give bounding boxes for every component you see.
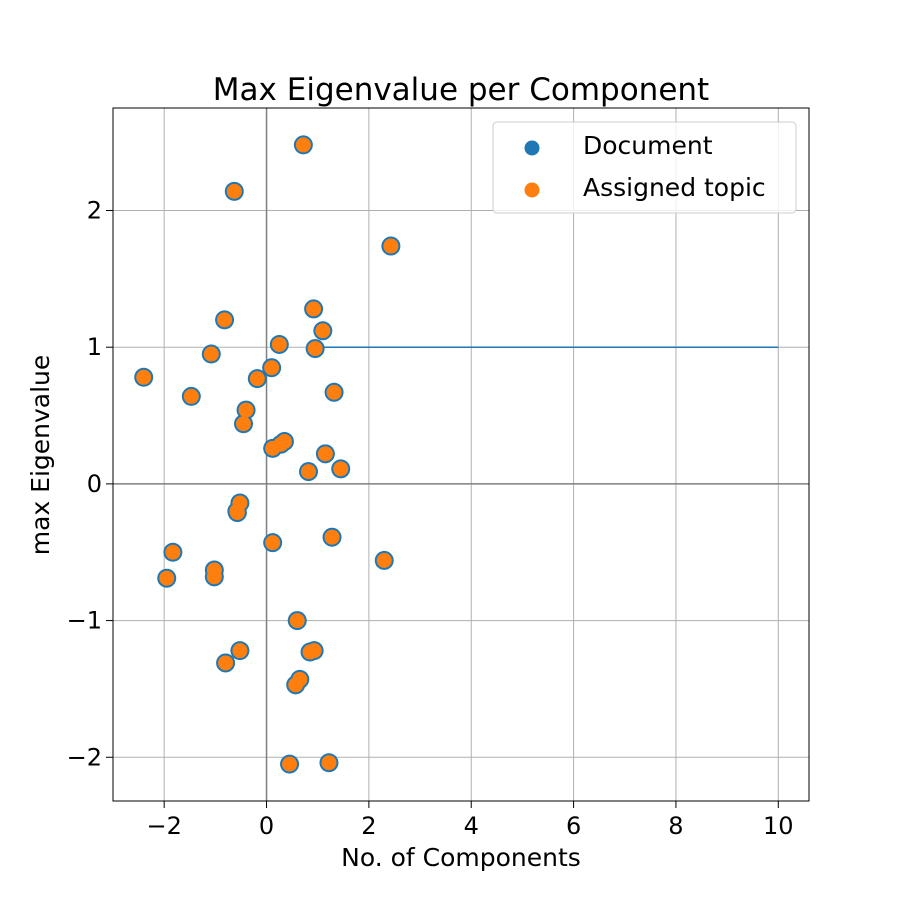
assigned-topic-point [317, 446, 333, 462]
assigned-topic-point [229, 505, 245, 521]
assigned-topic-point [238, 402, 254, 418]
assigned-topic-point [183, 388, 199, 404]
legend: Document Assigned topic [492, 121, 797, 214]
series-assigned-topic [136, 137, 399, 772]
assigned-topic-point [315, 323, 331, 339]
assigned-topic-point [159, 570, 175, 586]
assigned-topic-point [289, 613, 305, 629]
assigned-topic-point [264, 360, 280, 376]
assigned-topic-point [165, 544, 181, 560]
x-tick-label: 8 [668, 812, 683, 840]
x-tick-label: 6 [566, 812, 581, 840]
assigned-topic-point [203, 346, 219, 362]
x-axis-ticks: −2 0 2 4 6 8 10 [146, 801, 794, 840]
assigned-topic-point [232, 643, 248, 659]
legend-label-document: Document [583, 131, 713, 160]
assigned-topic-point [236, 416, 251, 432]
assigned-topic-point [249, 371, 265, 387]
assigned-topic-point [217, 312, 233, 328]
assigned-topic-point [295, 137, 311, 153]
assigned-topic-point [383, 238, 399, 254]
legend-marker-assigned-topic [524, 182, 540, 198]
x-tick-label: 4 [464, 812, 479, 840]
y-axis-label: max Eigenvalue [26, 355, 55, 556]
assigned-topic-point [376, 552, 392, 568]
y-tick-label: 2 [87, 197, 102, 225]
plot-frame [112, 107, 810, 802]
assigned-topic-point [218, 655, 234, 671]
assigned-topic-point [333, 461, 349, 477]
data-points [134, 135, 401, 774]
y-axis-ticks: −2 −1 0 1 2 [67, 197, 113, 771]
assigned-topic-point [306, 643, 322, 659]
y-tick-label: −2 [67, 743, 102, 771]
chart-title: Max Eigenvalue per Component [213, 72, 709, 108]
legend-label-assigned-topic: Assigned topic [583, 173, 766, 202]
x-tick-label: 10 [763, 812, 794, 840]
assigned-topic-point [271, 336, 287, 352]
y-tick-label: 0 [87, 470, 102, 498]
legend-box [492, 121, 797, 214]
assigned-topic-point [324, 529, 340, 545]
assigned-topic-point [282, 756, 298, 772]
series-document [134, 135, 401, 774]
x-tick-label: 0 [259, 812, 274, 840]
assigned-topic-point [265, 440, 281, 456]
assigned-topic-point [136, 369, 152, 385]
assigned-topic-point [288, 677, 304, 693]
x-axis-label: No. of Components [341, 843, 581, 872]
assigned-topic-point [206, 569, 222, 585]
assigned-topic-point [300, 464, 316, 480]
x-tick-label: 2 [361, 812, 376, 840]
y-tick-label: 1 [87, 333, 102, 361]
legend-marker-document [524, 140, 540, 156]
assigned-topic-point [326, 384, 342, 400]
assigned-topic-point [226, 183, 242, 199]
y-tick-label: −1 [67, 607, 102, 635]
assigned-topic-point [321, 755, 337, 771]
assigned-topic-point [307, 341, 323, 357]
x-tick-label: −2 [146, 812, 181, 840]
assigned-topic-point [306, 301, 322, 317]
assigned-topic-point [265, 535, 281, 551]
